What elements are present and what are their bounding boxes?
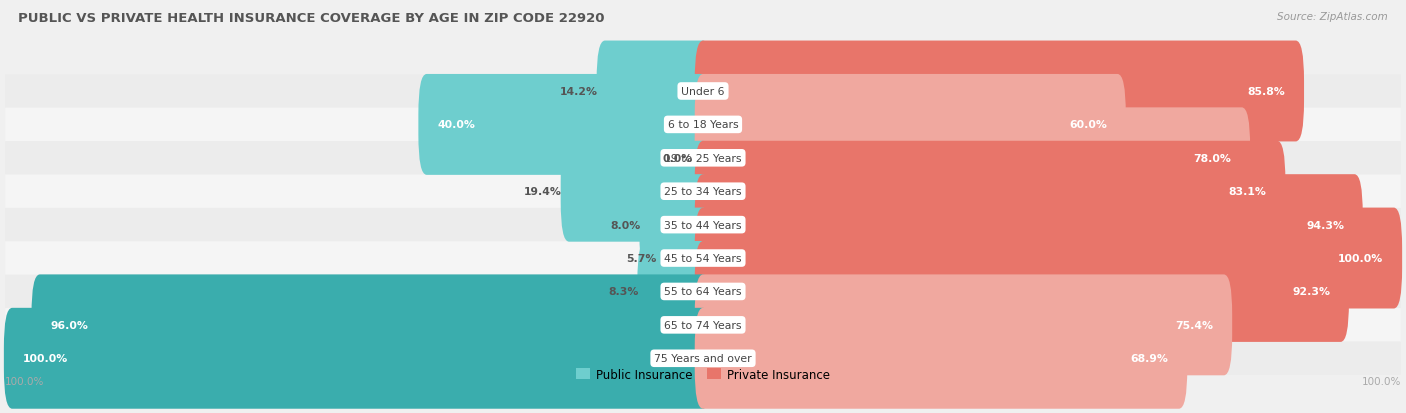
FancyBboxPatch shape [4, 308, 711, 409]
Text: 100.0%: 100.0% [22, 354, 67, 363]
FancyBboxPatch shape [419, 75, 711, 176]
Text: Source: ZipAtlas.com: Source: ZipAtlas.com [1277, 12, 1388, 22]
FancyBboxPatch shape [695, 41, 1303, 142]
Text: 5.7%: 5.7% [626, 254, 657, 263]
Text: 45 to 54 Years: 45 to 54 Years [664, 254, 742, 263]
Text: 8.0%: 8.0% [610, 220, 641, 230]
FancyBboxPatch shape [695, 141, 1285, 242]
Text: 65 to 74 Years: 65 to 74 Years [664, 320, 742, 330]
Text: 75.4%: 75.4% [1175, 320, 1213, 330]
Text: 40.0%: 40.0% [437, 120, 475, 130]
Text: 94.3%: 94.3% [1306, 220, 1344, 230]
FancyBboxPatch shape [6, 275, 1400, 309]
FancyBboxPatch shape [695, 308, 1187, 409]
Text: 75 Years and over: 75 Years and over [654, 354, 752, 363]
FancyBboxPatch shape [6, 242, 1400, 275]
FancyBboxPatch shape [6, 209, 1400, 242]
Text: 92.3%: 92.3% [1292, 287, 1330, 297]
FancyBboxPatch shape [6, 75, 1400, 109]
FancyBboxPatch shape [655, 208, 711, 309]
Text: Under 6: Under 6 [682, 87, 724, 97]
Text: 25 to 34 Years: 25 to 34 Years [664, 187, 742, 197]
Text: 100.0%: 100.0% [1339, 254, 1384, 263]
FancyBboxPatch shape [6, 142, 1400, 175]
FancyBboxPatch shape [695, 108, 1250, 209]
Text: 68.9%: 68.9% [1130, 354, 1168, 363]
FancyBboxPatch shape [6, 342, 1400, 375]
Text: 6 to 18 Years: 6 to 18 Years [668, 120, 738, 130]
FancyBboxPatch shape [6, 309, 1400, 342]
Text: PUBLIC VS PRIVATE HEALTH INSURANCE COVERAGE BY AGE IN ZIP CODE 22920: PUBLIC VS PRIVATE HEALTH INSURANCE COVER… [18, 12, 605, 25]
FancyBboxPatch shape [640, 175, 711, 275]
FancyBboxPatch shape [561, 141, 711, 242]
Text: 14.2%: 14.2% [560, 87, 598, 97]
Text: 19 to 25 Years: 19 to 25 Years [664, 154, 742, 164]
Text: 100.0%: 100.0% [6, 376, 45, 386]
FancyBboxPatch shape [31, 275, 711, 375]
Text: 100.0%: 100.0% [1361, 376, 1400, 386]
Text: 55 to 64 Years: 55 to 64 Years [664, 287, 742, 297]
Legend: Public Insurance, Private Insurance: Public Insurance, Private Insurance [576, 368, 830, 381]
Text: 60.0%: 60.0% [1070, 120, 1107, 130]
Text: 85.8%: 85.8% [1247, 87, 1285, 97]
FancyBboxPatch shape [695, 242, 1348, 342]
FancyBboxPatch shape [596, 41, 711, 142]
FancyBboxPatch shape [6, 109, 1400, 142]
Text: 35 to 44 Years: 35 to 44 Years [664, 220, 742, 230]
Text: 78.0%: 78.0% [1194, 154, 1232, 164]
Text: 8.3%: 8.3% [609, 287, 638, 297]
FancyBboxPatch shape [695, 75, 1126, 176]
FancyBboxPatch shape [695, 175, 1362, 275]
FancyBboxPatch shape [695, 208, 1402, 309]
FancyBboxPatch shape [6, 175, 1400, 209]
Text: 0.0%: 0.0% [662, 154, 693, 164]
Text: 96.0%: 96.0% [51, 320, 89, 330]
FancyBboxPatch shape [637, 242, 711, 342]
Text: 83.1%: 83.1% [1229, 187, 1267, 197]
FancyBboxPatch shape [695, 275, 1232, 375]
Text: 19.4%: 19.4% [524, 187, 562, 197]
